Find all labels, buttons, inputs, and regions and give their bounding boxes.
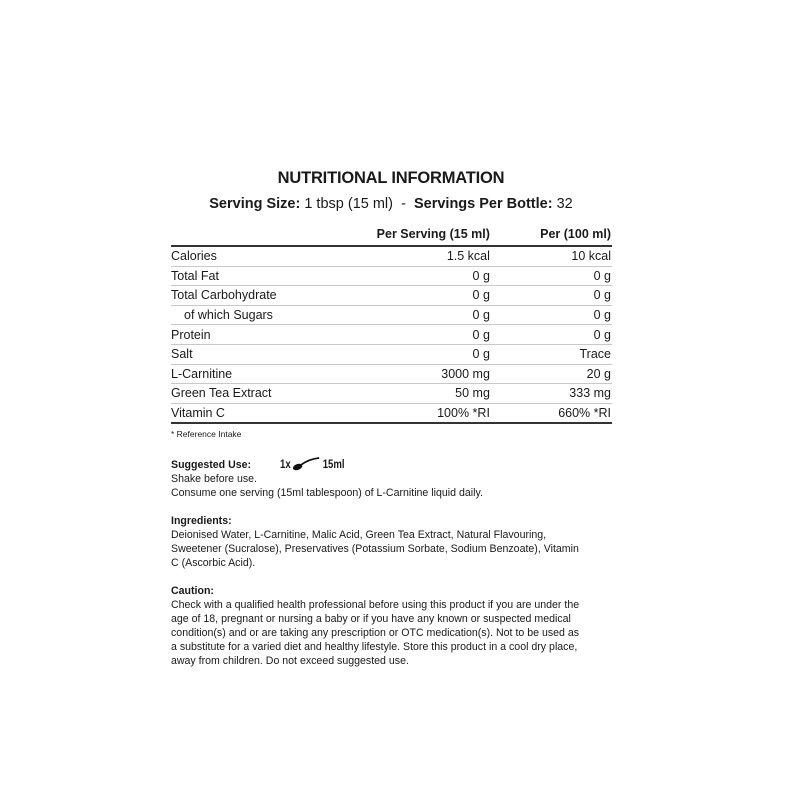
per-serving-value: 0 g	[350, 324, 491, 345]
table-row: Calories 1.5 kcal 10 kcal	[171, 246, 612, 267]
nutrient-name: Green Tea Extract	[171, 383, 351, 404]
nutrition-table: Per Serving (15 ml) Per (100 ml) Calorie…	[171, 225, 612, 425]
table-row: Salt 0 g Trace	[171, 344, 612, 365]
caution-line: condition(s) and or are taking any presc…	[171, 627, 580, 639]
per-100ml-value: 0 g	[490, 324, 612, 345]
serving-separator: -	[401, 196, 406, 212]
dosage-graphic: 1x 15ml	[280, 457, 345, 471]
per-100ml-value: 10 kcal	[490, 246, 612, 267]
nutrient-name: Salt	[171, 344, 351, 365]
suggested-use-line: Consume one serving (15ml tablespoon) of…	[171, 487, 483, 499]
per-serving-value: 0 g	[350, 305, 491, 326]
nutrient-name: L-Carnitine	[171, 364, 351, 385]
suggested-use-line: Shake before use.	[171, 473, 257, 485]
nutrient-name: of which Sugars	[171, 305, 351, 326]
column-header-nutrient	[171, 225, 351, 247]
caution-heading: Caution:	[171, 585, 214, 597]
per-100ml-value: 660% *RI	[490, 403, 612, 425]
dosage-amount: 15ml	[322, 457, 345, 471]
per-100ml-value: Trace	[490, 344, 612, 365]
page-title: NUTRITIONAL INFORMATION	[277, 169, 505, 187]
ingredients-section: Ingredients: Deionised Water, L-Carnitin…	[171, 514, 579, 570]
serving-size-value: 1 tbsp (15 ml)	[304, 196, 393, 212]
dosage-count: 1x	[280, 457, 291, 471]
nutrient-name: Vitamin C	[171, 403, 351, 425]
serving-size-label: Serving Size:	[209, 196, 301, 212]
ingredients-line: Deionised Water, L-Carnitine, Malic Acid…	[171, 529, 547, 541]
table-header-row: Per Serving (15 ml) Per (100 ml)	[171, 225, 612, 247]
nutrient-name: Total Carbohydrate	[171, 285, 351, 306]
ingredients-line: C (Ascorbic Acid).	[171, 557, 256, 569]
caution-section: Caution: Check with a qualified health p…	[171, 584, 579, 668]
per-serving-value: 0 g	[350, 285, 491, 306]
spoon-icon	[293, 457, 320, 471]
nutrient-name: Protein	[171, 324, 351, 345]
caution-line: Check with a qualified health profession…	[171, 599, 580, 611]
per-serving-value: 50 mg	[350, 383, 491, 404]
table-row: Vitamin C 100% *RI 660% *RI	[171, 403, 612, 425]
per-serving-value: 100% *RI	[350, 403, 491, 425]
table-row: L-Carnitine 3000 mg 20 g	[171, 364, 612, 385]
caution-line: age of 18, pregnant or nursing a baby or…	[171, 613, 571, 625]
per-100ml-value: 333 mg	[490, 383, 612, 404]
footnote: * Reference Intake	[171, 429, 242, 439]
ingredients-heading: Ingredients:	[171, 515, 232, 527]
per-serving-value: 1.5 kcal	[350, 246, 491, 267]
column-header-per-100ml: Per (100 ml)	[490, 225, 612, 247]
nutrient-name: Total Fat	[171, 266, 351, 287]
column-header-per-serving: Per Serving (15 ml)	[350, 225, 491, 247]
per-100ml-value: 0 g	[490, 285, 612, 306]
caution-line: a substitute for a varied diet and healt…	[171, 641, 578, 653]
servings-per-bottle-label: Servings Per Bottle:	[413, 196, 553, 212]
serving-info: Serving Size: 1 tbsp (15 ml) - Servings …	[0, 196, 782, 212]
per-100ml-value: 20 g	[490, 364, 612, 385]
per-serving-value: 0 g	[350, 266, 491, 287]
per-100ml-value: 0 g	[490, 305, 612, 326]
servings-per-bottle-value: 32	[556, 196, 573, 212]
nutrient-name: Calories	[171, 246, 351, 267]
per-serving-value: 0 g	[350, 344, 491, 365]
table-row: Green Tea Extract 50 mg 333 mg	[171, 383, 612, 404]
per-100ml-value: 0 g	[490, 266, 612, 287]
suggested-use-section: Suggested Use: Shake before use. Consume…	[171, 458, 483, 500]
per-serving-value: 3000 mg	[350, 364, 491, 385]
caution-line: away from children. Do not exceed sugges…	[171, 655, 409, 667]
ingredients-line: Sweetener (Sucralose), Preservatives (Po…	[171, 543, 579, 555]
suggested-use-heading: Suggested Use:	[171, 459, 252, 471]
